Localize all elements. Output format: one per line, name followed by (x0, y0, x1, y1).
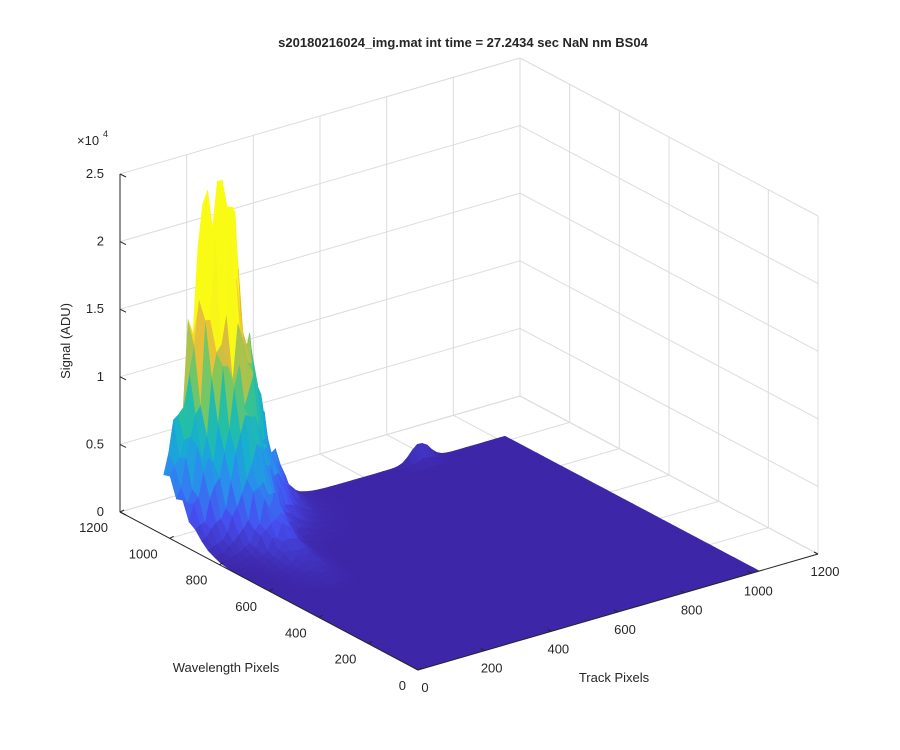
x-tick-mark (413, 667, 419, 671)
z-tick-mark (119, 443, 127, 448)
chart-title: s20180216024_img.mat int time = 27.2434 … (278, 35, 648, 50)
y-tick-label: 200 (335, 652, 357, 667)
z-tick-mark (119, 376, 127, 381)
x-tick-label: 0 (421, 680, 428, 695)
x-tick-label: 1200 (811, 564, 840, 579)
axis-layer (119, 173, 819, 671)
z-tick-label: 2.5 (86, 166, 104, 181)
z-tick-label: 2 (97, 234, 104, 249)
y-tick-label: 0 (399, 678, 406, 693)
x-tick-mark (547, 628, 552, 632)
z-tick-label: 1 (97, 369, 104, 384)
y-tick-label: 1000 (129, 546, 158, 561)
x-tick-mark (480, 648, 485, 652)
x-tick-mark (813, 551, 819, 555)
x-tick-label: 800 (681, 603, 703, 618)
y-tick-label: 400 (285, 625, 307, 640)
y-tick-label: 600 (235, 599, 257, 614)
x-tick-mark (747, 570, 752, 574)
y-tick-mark (119, 509, 125, 513)
z-tick-mark (119, 308, 127, 313)
x-tick-mark (680, 590, 685, 594)
x-tick-label: 600 (614, 622, 636, 637)
z-axis-label: Signal (ADU) (58, 303, 73, 379)
y-tick-mark (219, 562, 224, 566)
z-tick-label: 0 (97, 504, 104, 519)
y-tick-mark (368, 641, 373, 645)
z-tick-label: 1.5 (86, 301, 104, 316)
z-exponent-power: 4 (103, 129, 108, 139)
y-tick-mark (417, 667, 423, 671)
z-exponent-base: ×10 (77, 133, 99, 148)
x-axis-label: Track Pixels (579, 670, 650, 685)
y-tick-mark (268, 588, 274, 592)
y-tick-mark (169, 535, 174, 539)
x-tick-label: 1000 (744, 583, 773, 598)
z-tick-mark (119, 241, 127, 246)
z-exponent: ×10 4 (77, 129, 108, 148)
tick-labels: 0200400600800100012000200400600800100012… (79, 166, 839, 695)
x-tick-label: 200 (481, 661, 503, 676)
x-tick-label: 400 (547, 641, 569, 656)
y-axis-label: Wavelength Pixels (173, 660, 280, 675)
y-tick-mark (318, 614, 323, 618)
z-tick-mark (119, 173, 127, 178)
x-tick-mark (613, 609, 619, 613)
y-tick-label: 1200 (79, 520, 108, 535)
surface (163, 179, 761, 671)
z-tick-label: 0.5 (86, 436, 104, 451)
z-tick-mark (119, 511, 127, 516)
y-tick-label: 800 (186, 573, 208, 588)
